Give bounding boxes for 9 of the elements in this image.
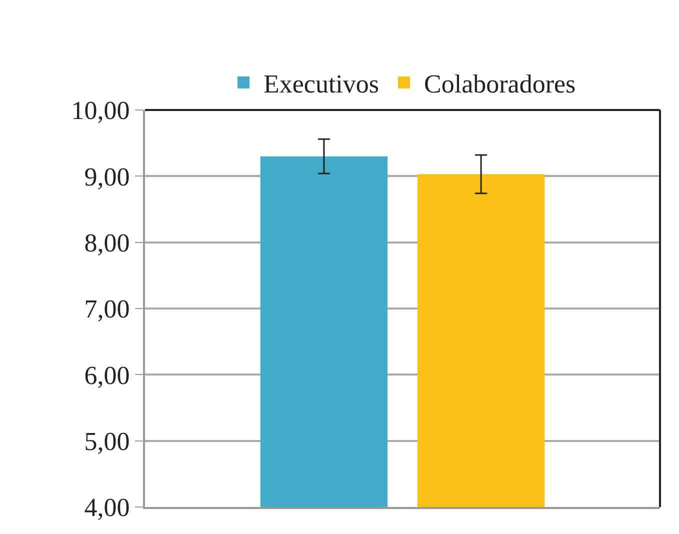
y-tick-label: 5,00 <box>84 426 130 456</box>
y-tick-label: 4,00 <box>84 493 130 522</box>
y-tick-label: 8,00 <box>84 228 130 258</box>
y-tick-label: 9,00 <box>84 162 130 192</box>
y-tick-label: 10,00 <box>71 96 130 126</box>
legend-label: Colaboradores <box>424 70 576 99</box>
y-tick-label: 7,00 <box>84 294 130 324</box>
legend-label: Executivos <box>264 70 380 99</box>
y-tick-label: 6,00 <box>84 360 130 390</box>
